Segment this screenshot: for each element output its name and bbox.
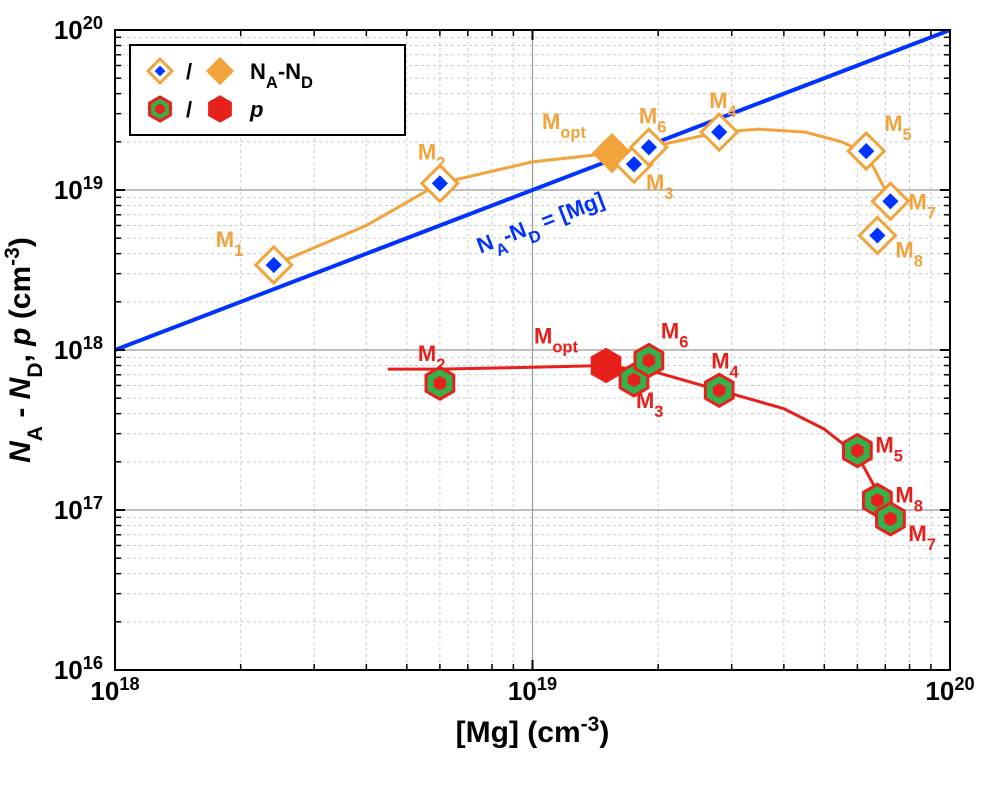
chart-svg: NA-ND = [Mg]M1M2MoptM3M6M4M5M7M8M2MoptM3… bbox=[0, 0, 1000, 786]
chart-container: NA-ND = [Mg]M1M2MoptM3M6M4M5M7M8M2MoptM3… bbox=[0, 0, 1000, 786]
svg-text:/: / bbox=[186, 97, 192, 122]
svg-text:/: / bbox=[186, 59, 192, 84]
legend-label: p bbox=[249, 97, 263, 122]
